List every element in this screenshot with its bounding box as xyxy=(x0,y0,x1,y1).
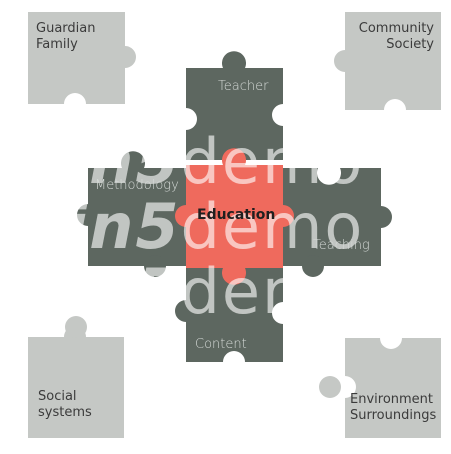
education-piece xyxy=(175,148,294,285)
methodology-piece xyxy=(77,151,186,266)
methodology-label: Methodology xyxy=(95,178,179,193)
social-systems-label: Social systems xyxy=(38,389,92,420)
environment-surroundings-label: Environment Surroundings xyxy=(350,392,437,423)
social-systems-piece xyxy=(28,326,124,438)
connector-knob xyxy=(302,255,324,277)
teaching-piece xyxy=(283,168,392,266)
community-society-piece xyxy=(334,12,441,110)
content-piece xyxy=(175,266,283,362)
content-label: Content xyxy=(195,337,247,352)
connector-knob xyxy=(319,376,341,398)
connector-knob xyxy=(65,316,87,338)
connector-knob xyxy=(144,255,166,277)
community-society-label: Community Society xyxy=(358,21,434,52)
environment-surroundings-piece xyxy=(345,338,441,438)
teacher-label: Teacher xyxy=(218,79,269,94)
education-label: Education xyxy=(197,207,276,223)
teacher-piece xyxy=(186,51,283,160)
teaching-label: Teaching xyxy=(313,238,370,253)
guardian-family-piece xyxy=(28,12,136,104)
guardian-family-label: Guardian Family xyxy=(36,21,96,52)
